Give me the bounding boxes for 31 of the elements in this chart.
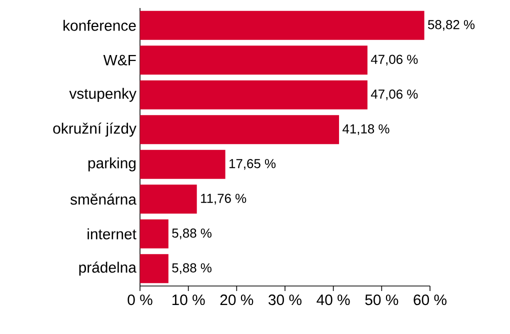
y-tick-label: parking [88, 157, 136, 172]
bar [140, 80, 368, 110]
x-tick-label: 50 % [365, 294, 398, 306]
data-label: 58,82 % [428, 20, 475, 31]
x-tick-label: 0 % [128, 294, 152, 306]
y-tick-label: prádelna [79, 262, 136, 276]
y-tick-label: internet [88, 228, 136, 240]
bar [140, 115, 340, 144]
y-tick-label: okružní jízdy [53, 122, 136, 137]
bar [140, 184, 197, 214]
data-label: 41,18 % [342, 124, 390, 135]
y-tick-label: W&F [103, 54, 136, 66]
x-tick-label: 20 % [220, 294, 254, 306]
data-label: 5,88 % [172, 228, 212, 240]
x-tick-label: 30 % [268, 294, 302, 306]
bar [140, 219, 168, 248]
data-label: 11,76 % [201, 194, 246, 204]
bar [140, 46, 368, 75]
bar [140, 254, 168, 284]
data-label: 5,88 % [172, 263, 212, 274]
data-label: 47,06 % [370, 54, 418, 66]
data-label: 47,06 % [370, 90, 418, 100]
x-tick-label: 40 % [316, 294, 350, 306]
y-tick-label: konference [64, 20, 136, 31]
bar [140, 150, 226, 179]
bar [140, 10, 424, 40]
x-tick-label: 10 % [172, 294, 205, 306]
y-tick-label: vstupenky [69, 88, 136, 102]
data-label: 17,65 % [229, 159, 276, 170]
x-tick-label: 60 % [414, 294, 446, 306]
y-tick-label: směnárna [70, 194, 136, 205]
